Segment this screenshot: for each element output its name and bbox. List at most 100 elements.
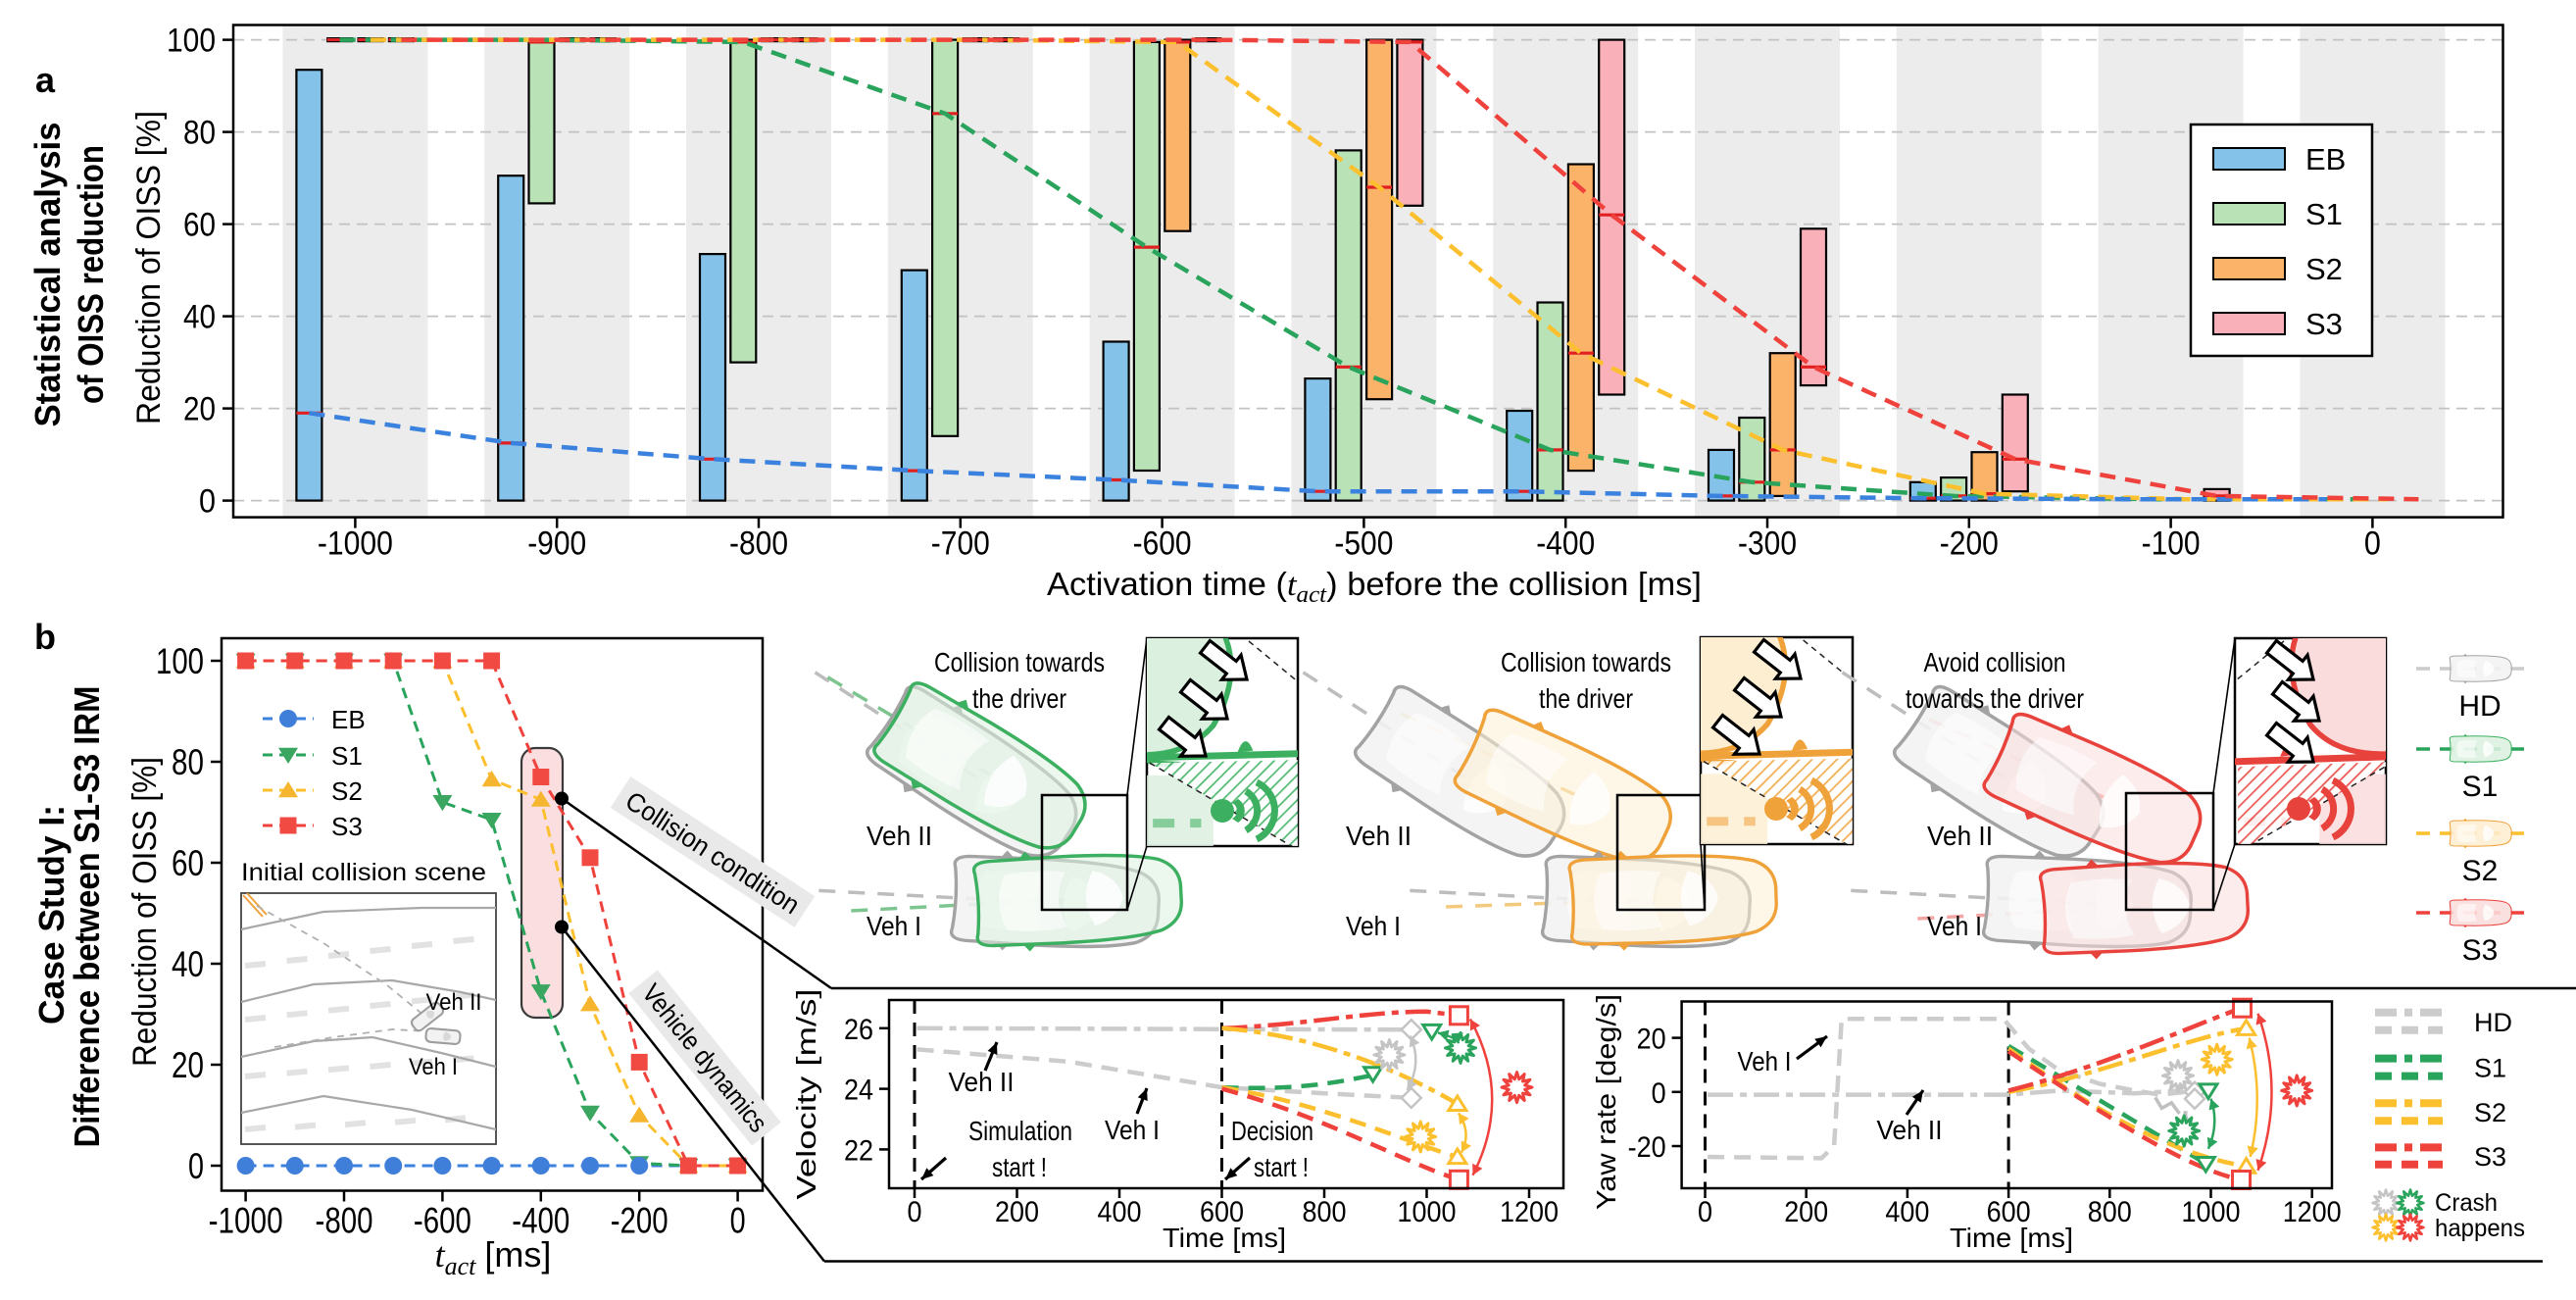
svg-text:1000: 1000 [1398,1196,1457,1228]
svg-text:-20: -20 [1628,1131,1666,1164]
svg-text:tact[ms]: tact [ms] [435,1234,552,1280]
svg-text:-700: -700 [931,525,990,563]
svg-text:0: 0 [2364,525,2381,563]
svg-text:22: 22 [844,1134,873,1167]
svg-text:-600: -600 [1133,525,1192,563]
svg-text:Veh I: Veh I [867,911,921,941]
svg-text:the driver: the driver [1539,683,1633,714]
svg-text:-300: -300 [1738,525,1797,563]
svg-text:800: 800 [1303,1196,1347,1228]
svg-text:Time [ms]: Time [ms] [1950,1223,2073,1253]
svg-text:Veh II: Veh II [1346,821,1412,851]
svg-text:HD: HD [2474,1008,2512,1037]
svg-text:S2: S2 [2462,855,2499,887]
svg-text:EB: EB [331,705,366,734]
svg-text:200: 200 [1784,1196,1828,1228]
svg-text:S3: S3 [331,812,363,841]
svg-text:S3: S3 [2474,1142,2506,1172]
svg-text:HD: HD [2458,690,2501,723]
svg-text:60: 60 [183,207,216,244]
svg-text:40: 40 [172,944,204,984]
svg-text:Activation time (tact) before: Activation time (tact) before the collis… [1047,566,1702,608]
svg-text:Veh II: Veh II [867,821,932,851]
svg-text:Veh I: Veh I [409,1054,458,1080]
svg-text:Collision towards: Collision towards [1501,647,1671,677]
svg-text:400: 400 [1098,1196,1142,1228]
svg-text:S1: S1 [2305,197,2343,231]
svg-text:S1: S1 [2474,1054,2506,1083]
svg-text:20: 20 [1637,1024,1666,1056]
svg-text:0: 0 [199,483,216,521]
svg-text:Velocity [m/s]: Velocity [m/s] [791,989,821,1200]
svg-text:happens: happens [2435,1215,2525,1242]
svg-text:S2: S2 [2305,252,2343,286]
svg-text:800: 800 [2088,1196,2132,1228]
svg-text:0: 0 [1698,1196,1712,1228]
svg-text:-600: -600 [414,1201,471,1241]
svg-text:Crash: Crash [2435,1189,2498,1217]
svg-text:100: 100 [167,23,216,60]
svg-text:Simulation: Simulation [968,1116,1072,1146]
svg-text:26: 26 [844,1014,873,1046]
svg-text:b: b [34,617,56,657]
svg-text:Veh II: Veh II [949,1067,1015,1097]
svg-text:400: 400 [1885,1196,1929,1228]
svg-text:0: 0 [188,1146,204,1186]
svg-text:1200: 1200 [1500,1196,1559,1228]
svg-text:start !: start ! [992,1152,1047,1182]
svg-text:S1: S1 [2462,771,2499,803]
svg-text:-400: -400 [1536,525,1595,563]
svg-text:Veh I: Veh I [1927,911,1982,941]
svg-text:20: 20 [183,391,216,428]
svg-text:Initial collision scene: Initial collision scene [241,859,486,886]
svg-text:80: 80 [183,115,216,152]
svg-text:-800: -800 [316,1201,373,1241]
svg-text:Veh II: Veh II [1877,1115,1943,1145]
svg-text:1200: 1200 [2283,1196,2342,1228]
svg-text:Veh II: Veh II [426,989,482,1016]
svg-text:S2: S2 [331,776,363,806]
svg-text:Veh II: Veh II [1927,821,1993,851]
svg-text:Yaw rate [deg/s]: Yaw rate [deg/s] [1591,994,1621,1210]
svg-text:0: 0 [908,1196,922,1228]
svg-text:-1000: -1000 [318,525,393,563]
svg-text:-400: -400 [512,1201,570,1241]
svg-text:Avoid collision: Avoid collision [1924,647,2066,677]
svg-text:Reduction of OISS [%]: Reduction of OISS [%] [130,111,168,425]
svg-text:100: 100 [156,641,204,681]
svg-text:200: 200 [995,1196,1039,1228]
svg-text:a: a [35,60,56,100]
svg-text:-100: -100 [2142,525,2201,563]
svg-text:20: 20 [172,1045,204,1085]
svg-text:Time [ms]: Time [ms] [1163,1223,1286,1253]
svg-text:0: 0 [1652,1077,1666,1110]
svg-text:-200: -200 [611,1201,669,1241]
svg-text:600: 600 [1200,1196,1244,1228]
svg-text:of OISS reduction: of OISS reduction [71,145,111,404]
svg-text:Difference between S1-S3 IRM: Difference between S1-S3 IRM [67,686,107,1148]
svg-text:-500: -500 [1334,525,1393,563]
svg-text:600: 600 [1987,1196,2031,1228]
svg-text:-200: -200 [1940,525,1999,563]
svg-text:60: 60 [172,843,204,883]
svg-text:Veh I: Veh I [1738,1046,1792,1076]
svg-text:0: 0 [730,1201,746,1241]
svg-text:-800: -800 [729,525,788,563]
svg-text:S1: S1 [331,741,363,771]
svg-text:40: 40 [183,299,216,336]
svg-text:Veh I: Veh I [1105,1115,1160,1145]
svg-text:-1000: -1000 [209,1201,283,1241]
svg-text:-900: -900 [527,525,586,563]
svg-text:1000: 1000 [2182,1196,2241,1228]
svg-text:S3: S3 [2305,307,2343,341]
svg-text:Collision towards: Collision towards [934,647,1105,677]
svg-text:towards the driver: towards the driver [1906,683,2084,714]
svg-text:Case Study I:: Case Study I: [31,805,72,1025]
svg-text:Veh I: Veh I [1346,911,1401,941]
svg-text:S3: S3 [2462,934,2499,967]
svg-text:S2: S2 [2474,1098,2506,1127]
svg-text:Reduction of OISS [%]: Reduction of OISS [%] [126,757,164,1067]
svg-text:80: 80 [172,742,204,782]
svg-text:the driver: the driver [972,683,1066,714]
svg-text:EB: EB [2305,142,2346,176]
